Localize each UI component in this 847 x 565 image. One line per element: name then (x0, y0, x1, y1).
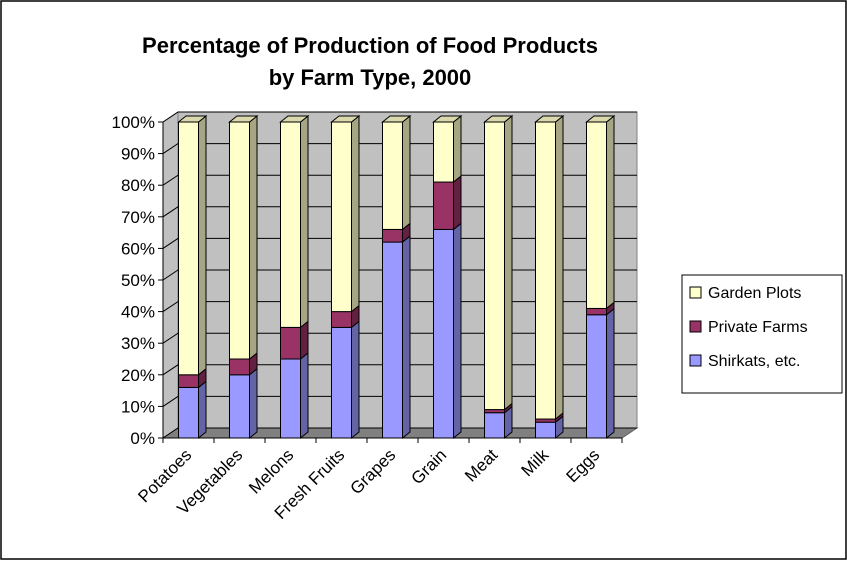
bar-side (300, 351, 309, 440)
legend-label: Private Farms (708, 319, 808, 336)
bar-side (555, 114, 564, 421)
bar-segment (229, 367, 258, 440)
bar-side (606, 114, 615, 310)
bar-top (177, 115, 208, 123)
y-tick-label: 40% (121, 303, 155, 322)
chart-title-line-1: Percentage of Production of Food Product… (142, 33, 598, 58)
bar-segment (331, 320, 360, 440)
bar-front (331, 326, 352, 439)
bar-front (280, 326, 301, 360)
bar-top (534, 115, 565, 123)
bar-front (178, 386, 199, 439)
bar-front (433, 121, 454, 183)
bar-segment (381, 114, 412, 231)
bar-segment (280, 351, 309, 440)
bar-top (228, 115, 259, 123)
bar-front (535, 121, 556, 420)
y-tick-label: 10% (121, 397, 155, 416)
bar-segment (228, 114, 259, 361)
bar-side (402, 114, 411, 231)
y-tick-label: 90% (121, 145, 155, 164)
bar-segment (279, 114, 310, 329)
legend-label: Garden Plots (708, 285, 801, 302)
bar-front (280, 121, 301, 328)
bar-front (382, 121, 403, 230)
bar-front (280, 358, 301, 439)
bar-front (586, 307, 607, 316)
bar-front (331, 121, 352, 313)
bars (177, 114, 616, 440)
y-tick-label: 70% (121, 208, 155, 227)
legend-swatch (689, 286, 702, 299)
bar-front (433, 181, 454, 230)
bar-front (178, 121, 199, 376)
bar-top (585, 115, 616, 123)
bar-side (351, 320, 360, 440)
bar-front (586, 314, 607, 439)
bar-front (433, 228, 454, 439)
chart-title-line-2: by Farm Type, 2000 (269, 65, 472, 90)
bar-segment (280, 320, 309, 361)
bar-segment (535, 415, 564, 440)
bar-segment (382, 235, 411, 440)
bar-front (586, 121, 607, 309)
bar-front (484, 121, 505, 411)
bar-front (229, 121, 250, 360)
bar-top (279, 115, 310, 123)
bar-top (330, 115, 361, 123)
bar-side (453, 222, 462, 440)
bar-segment (177, 114, 208, 376)
bar-segment (433, 222, 462, 440)
bar-front (331, 311, 352, 328)
bar-top (381, 115, 412, 123)
bar-side (504, 114, 513, 411)
bar-segment (432, 114, 463, 184)
bar-segment (534, 114, 565, 421)
y-tick-label: 0% (130, 429, 155, 448)
y-axis: 0% 10% 20% 30% 40% 50% 60% 70% 80% 90% 100% (112, 113, 164, 448)
bar-segment (433, 174, 462, 231)
bar-front (484, 412, 505, 439)
bar-side (351, 114, 360, 313)
bar-segment (585, 114, 616, 310)
legend-box (681, 274, 843, 394)
bar-side (198, 380, 207, 440)
y-tick-label: 100% (112, 113, 155, 132)
bar-front (535, 421, 556, 439)
bar-side (402, 235, 411, 440)
bar-side (453, 174, 462, 231)
y-tick-label: 50% (121, 271, 155, 290)
bar-front (382, 241, 403, 439)
bar-front (229, 358, 250, 376)
legend-swatch (689, 320, 702, 333)
bar-front (229, 374, 250, 439)
bar-segment (330, 114, 361, 313)
bar-side (198, 114, 207, 376)
bar-front (382, 228, 403, 243)
bar-segment (178, 380, 207, 440)
bar-side (453, 114, 462, 184)
y-tick-label: 30% (121, 334, 155, 353)
bar-front (178, 374, 199, 388)
legend: Garden Plots Private Farms Shirkats, etc. (681, 274, 843, 394)
legend-swatch (689, 354, 702, 367)
y-tick-label: 20% (121, 366, 155, 385)
y-tick-label: 60% (121, 239, 155, 258)
bar-segment (483, 114, 514, 411)
bar-segment (229, 351, 258, 376)
bar-side (249, 367, 258, 440)
bar-side (249, 114, 258, 361)
bar-top (483, 115, 514, 123)
bar-side (300, 114, 309, 329)
gridline (162, 111, 637, 123)
y-tick-label: 80% (121, 176, 155, 195)
bar-segment (586, 307, 615, 440)
legend-label: Shirkats, etc. (708, 353, 800, 370)
bar-side (606, 307, 615, 440)
bar-top (432, 115, 463, 123)
